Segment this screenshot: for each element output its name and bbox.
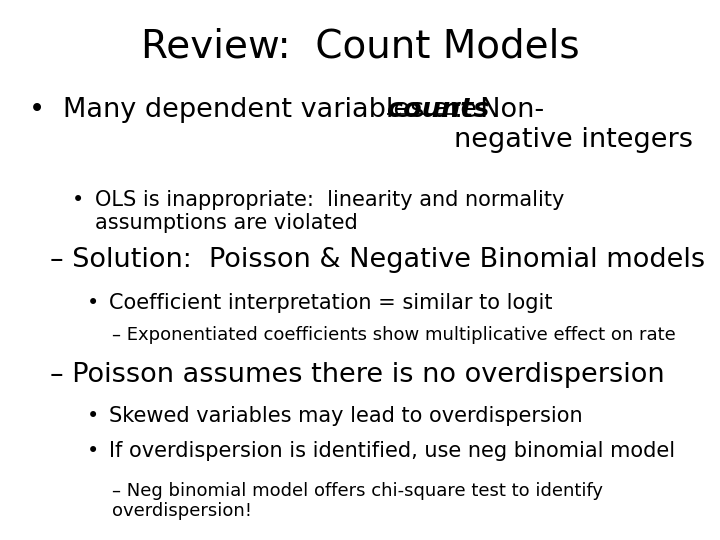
Text: counts: counts: [387, 97, 490, 123]
Text: Many dependent variables are: Many dependent variables are: [63, 97, 486, 123]
Text: •: •: [86, 406, 99, 426]
Text: •: •: [86, 293, 99, 313]
Text: •: •: [29, 97, 45, 123]
Text: – Neg binomial model offers chi-square test to identify
overdispersion!: – Neg binomial model offers chi-square t…: [112, 482, 603, 521]
Text: Coefficient interpretation = similar to logit: Coefficient interpretation = similar to …: [109, 293, 553, 313]
Text: :  Non-
negative integers: : Non- negative integers: [454, 97, 693, 153]
Text: – Solution:  Poisson & Negative Binomial models: – Solution: Poisson & Negative Binomial …: [50, 247, 706, 273]
Text: – Exponentiated coefficients show multiplicative effect on rate: – Exponentiated coefficients show multip…: [112, 326, 675, 343]
Text: Review:  Count Models: Review: Count Models: [140, 27, 580, 65]
Text: OLS is inappropriate:  linearity and normality
assumptions are violated: OLS is inappropriate: linearity and norm…: [95, 190, 564, 233]
Text: •: •: [86, 441, 99, 461]
Text: If overdispersion is identified, use neg binomial model: If overdispersion is identified, use neg…: [109, 441, 675, 461]
Text: •: •: [72, 190, 84, 210]
Text: Skewed variables may lead to overdispersion: Skewed variables may lead to overdispers…: [109, 406, 583, 426]
Text: – Poisson assumes there is no overdispersion: – Poisson assumes there is no overdisper…: [50, 362, 665, 388]
